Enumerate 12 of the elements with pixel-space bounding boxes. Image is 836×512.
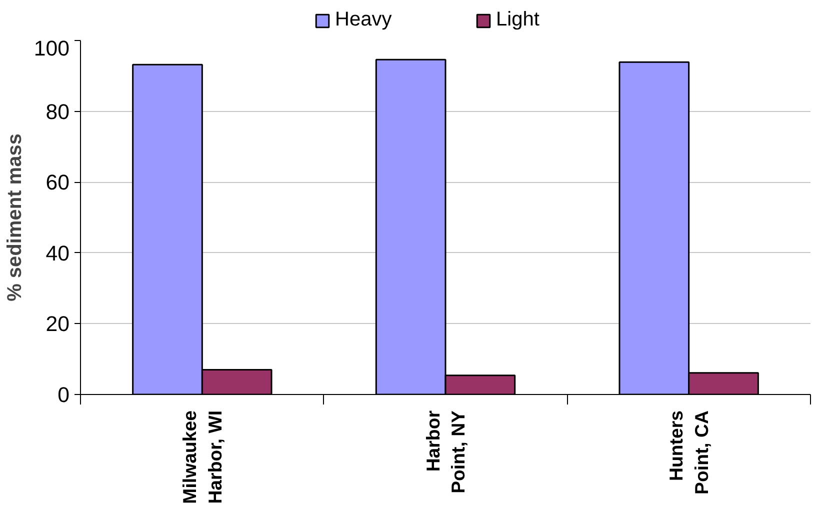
legend-label: Light bbox=[496, 8, 540, 32]
legend-label: Heavy bbox=[335, 8, 393, 32]
y-tick-label: 0 bbox=[58, 383, 70, 407]
y-axis-title: % sediment mass bbox=[4, 134, 26, 302]
x-tick-label: Harbor Point, NY bbox=[422, 410, 469, 494]
x-tick-label: Hunters Point, CA bbox=[666, 410, 712, 494]
y-tick-label: 20 bbox=[46, 312, 70, 336]
y-tick-label: 100 bbox=[34, 36, 70, 60]
y-tick-label: 40 bbox=[46, 241, 70, 266]
y-tick-label: 60 bbox=[46, 170, 70, 195]
y-tick-label: 80 bbox=[46, 100, 70, 124]
x-tick-label: Milwaukee Harbor, WI bbox=[179, 410, 226, 504]
